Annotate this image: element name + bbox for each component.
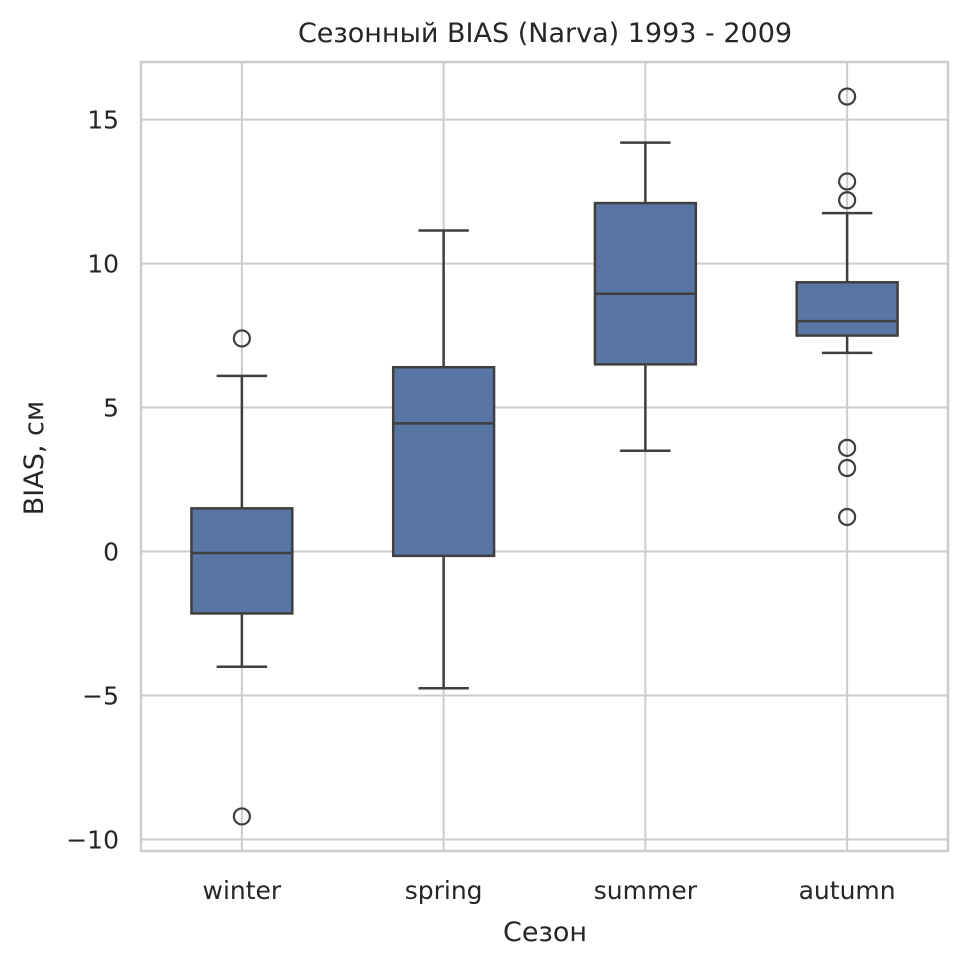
x-tick-label: autumn: [799, 876, 896, 905]
chart-title: Сезонный BIAS (Narva) 1993 - 2009: [298, 18, 792, 49]
x-axis-label: Сезон: [503, 917, 587, 948]
box-autumn: [795, 87, 899, 527]
y-tick-label: 10: [87, 250, 119, 279]
iqr-box: [190, 507, 294, 615]
outlier-point: [232, 329, 251, 348]
plot-frame: [139, 60, 950, 853]
outlier-point: [838, 87, 857, 106]
y-tick-labels: −10 −5 0 5 10 15: [66, 106, 119, 855]
outlier-point: [838, 507, 857, 527]
box-summer: [593, 141, 698, 452]
boxes: [190, 87, 899, 826]
y-tick-label: 15: [87, 106, 119, 135]
outlier-point: [838, 172, 857, 191]
outlier-point: [838, 458, 857, 478]
x-tick-labels: winter spring summer autumn: [203, 876, 896, 905]
iqr-box: [391, 365, 496, 558]
outlier-point: [232, 807, 251, 826]
y-axis-label: BIAS, см: [19, 401, 50, 515]
y-tick-label: −10: [66, 825, 119, 854]
iqr-box: [795, 281, 899, 337]
grid-lines: [141, 62, 948, 851]
y-tick-label: 5: [103, 394, 119, 423]
outlier-point: [838, 438, 857, 457]
iqr-box: [593, 201, 698, 366]
x-tick-label: summer: [594, 876, 698, 905]
x-tick-label: spring: [405, 876, 483, 905]
x-tick-label: winter: [203, 876, 282, 905]
y-tick-label: −5: [82, 682, 119, 711]
outlier-point: [838, 191, 857, 210]
y-tick-label: 0: [103, 538, 119, 567]
box-spring: [391, 229, 496, 690]
box-winter: [190, 329, 294, 826]
